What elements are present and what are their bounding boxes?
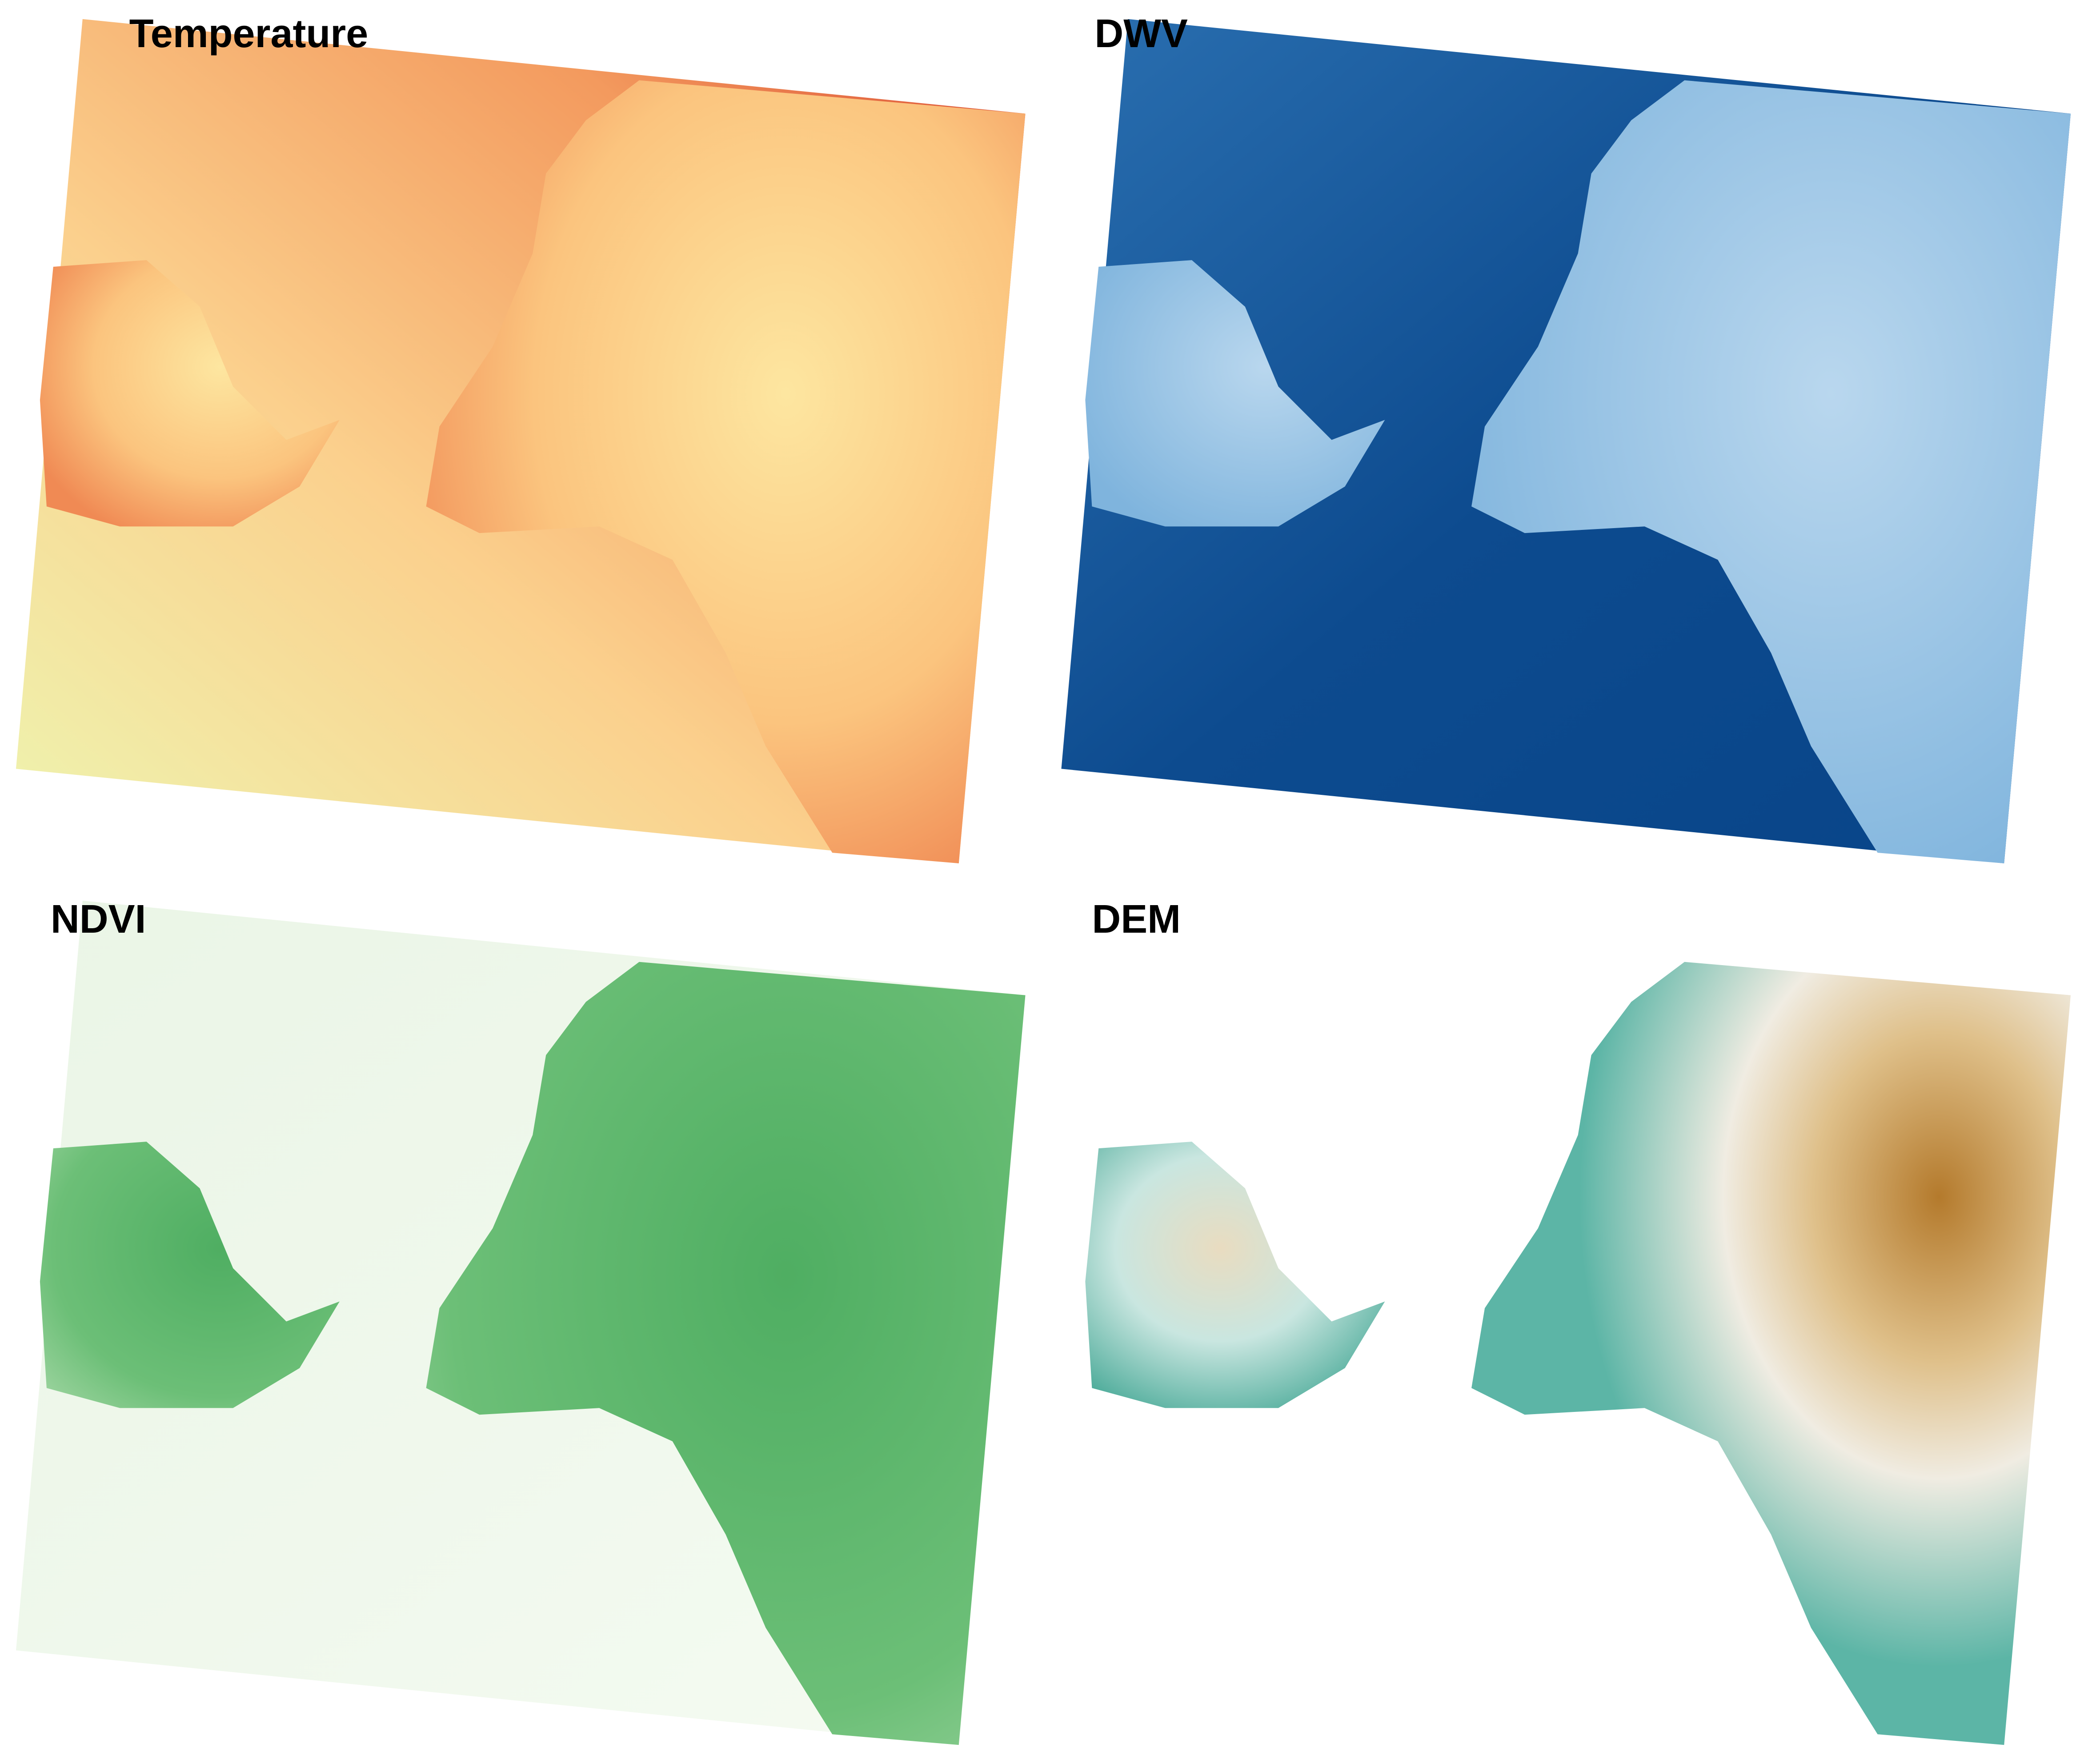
panel-title: DEM xyxy=(1092,897,1181,942)
ndvi-panel: NDVI xyxy=(16,897,1026,1745)
land xyxy=(1471,962,2071,1745)
panel-title: DWV xyxy=(1094,12,1188,56)
panel-title: NDVI xyxy=(51,897,146,942)
dem-panel: DEM xyxy=(1085,897,2071,1745)
dwv-panel: DWV xyxy=(1061,12,2071,864)
temperature-panel: Temperature xyxy=(16,12,1026,864)
panel-title: Temperature xyxy=(129,12,369,56)
land xyxy=(1085,1142,1385,1408)
